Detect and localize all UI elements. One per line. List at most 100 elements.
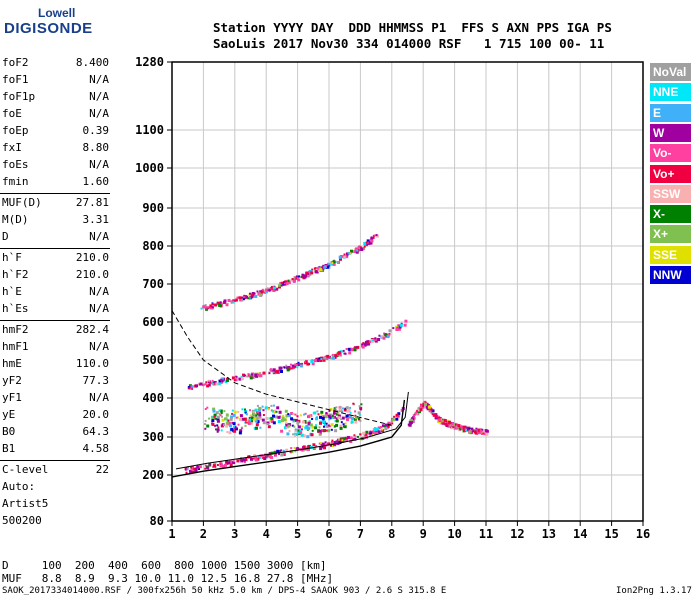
echo-point	[483, 432, 487, 436]
param-value: N/A	[89, 340, 109, 353]
echo-point	[250, 457, 253, 461]
legend-item-sse: SSE	[650, 245, 691, 264]
echo-point	[369, 341, 372, 343]
echo-point	[208, 384, 211, 386]
echo-point	[303, 413, 305, 416]
echo-point	[278, 368, 282, 372]
echo-point	[300, 428, 303, 431]
param-value: 8.80	[82, 141, 110, 154]
param-row: MUF(D) 27.81	[2, 196, 109, 212]
echo-point	[426, 407, 430, 411]
echo-point	[391, 418, 395, 422]
echo-point	[194, 469, 198, 472]
echo-point	[280, 370, 283, 373]
echo-point	[236, 296, 239, 299]
echo-point	[339, 350, 343, 354]
echo-point	[256, 290, 259, 293]
echo-point	[188, 387, 191, 390]
echo-point	[363, 242, 367, 246]
legend-item-ssw: SSW	[650, 184, 691, 203]
echo-point	[328, 264, 331, 267]
echo-point	[354, 414, 357, 417]
echo-point	[305, 424, 309, 428]
echo-point	[417, 407, 420, 410]
param-value: 64.3	[82, 425, 110, 438]
echo-point	[280, 429, 284, 433]
echo-point	[278, 410, 282, 414]
echo-point	[387, 421, 391, 425]
echo-point	[225, 421, 229, 425]
x-tick-label: 12	[510, 527, 524, 541]
y-tick-label: 400	[142, 391, 164, 405]
echo-point	[251, 375, 255, 379]
echo-point	[458, 427, 461, 430]
echo-point	[253, 292, 256, 295]
echo-point	[395, 417, 399, 421]
echo-point	[290, 412, 294, 415]
echo-point	[240, 375, 243, 378]
echo-point	[274, 288, 277, 291]
echo-point	[285, 415, 288, 418]
echo-point	[276, 406, 280, 410]
echo-point	[433, 413, 437, 417]
echo-point	[322, 415, 325, 418]
echo-point	[228, 298, 231, 301]
echo-point	[353, 418, 357, 421]
legend-item-nnw: NNW	[650, 266, 691, 284]
footer-version: Ion2Png 1.3.17	[616, 586, 692, 596]
echo-point	[417, 409, 420, 412]
echo-point	[212, 407, 216, 411]
echo-point	[206, 306, 209, 309]
echo-point	[273, 409, 276, 412]
echo-point	[349, 436, 353, 440]
echo-point	[220, 463, 223, 466]
echo-point	[367, 240, 370, 243]
param-value: 8.400	[75, 56, 109, 69]
echo-point	[216, 424, 219, 427]
echo-point	[302, 445, 306, 449]
echo-point	[262, 421, 266, 425]
echo-point	[346, 418, 349, 422]
echo-point	[241, 408, 244, 411]
echo-point	[208, 463, 211, 465]
echo-point	[296, 277, 299, 280]
echo-point	[259, 372, 262, 375]
param-name: MUF(D)	[2, 196, 42, 209]
echo-point	[278, 453, 280, 455]
echo-point	[390, 420, 393, 422]
param-name: foF1p	[2, 90, 36, 103]
echo-point	[320, 410, 324, 414]
echo-point	[378, 334, 381, 337]
echo-point	[375, 234, 378, 237]
echo-point	[280, 284, 283, 287]
echo-point	[265, 289, 268, 292]
echo-point	[335, 406, 338, 409]
header-values: SaoLuis 2017 Nov30 334 014000 RSF 1 715 …	[213, 36, 605, 51]
echo-point	[319, 265, 322, 269]
echo-point	[275, 287, 279, 291]
echo-point	[314, 426, 318, 430]
echo-point	[244, 411, 247, 414]
echo-point	[292, 418, 295, 421]
echo-point	[252, 412, 256, 416]
echo-point	[347, 252, 350, 255]
echo-point	[206, 466, 210, 470]
param-row: foE N/A	[2, 107, 109, 123]
echo-point	[216, 419, 220, 423]
echo-point	[204, 467, 207, 470]
echo-point	[395, 328, 399, 331]
echo-point	[467, 426, 470, 429]
echo-point	[260, 290, 264, 294]
echo-point	[278, 285, 281, 289]
echo-point	[318, 429, 322, 433]
echo-point	[225, 303, 229, 307]
y-tick-label: 1280	[135, 55, 164, 69]
echo-point	[275, 410, 278, 413]
echo-point	[208, 417, 211, 420]
echo-point	[290, 447, 293, 450]
echo-point	[320, 432, 322, 435]
echo-point	[259, 426, 262, 429]
echo-point	[338, 255, 342, 259]
echo-point	[217, 426, 220, 429]
param-value: N/A	[89, 73, 109, 86]
